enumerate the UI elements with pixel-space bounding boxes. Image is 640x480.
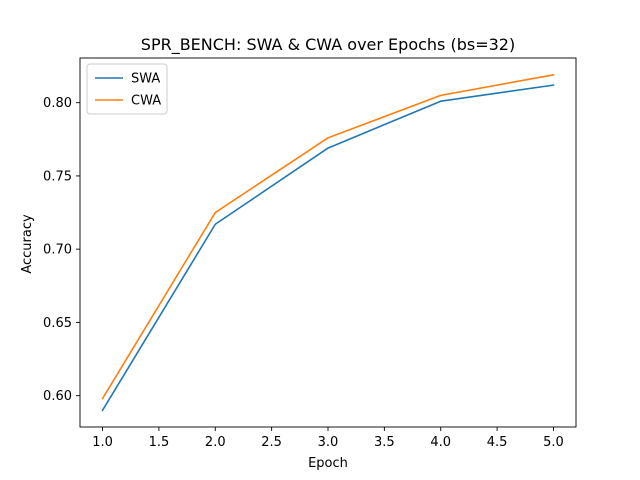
x-tick-label: 3.0: [318, 435, 339, 450]
y-axis-label: Accuracy: [20, 214, 35, 274]
legend-label-swa: SWA: [131, 72, 160, 87]
x-axis-label: Epoch: [308, 456, 348, 471]
y-tick-label: 0.70: [43, 243, 72, 258]
y-tick-label: 0.60: [43, 389, 72, 404]
x-tick-label: 1.0: [92, 435, 113, 450]
y-tick-label: 0.80: [43, 96, 72, 111]
x-tick-label: 4.0: [430, 435, 451, 450]
y-tick-label: 0.65: [43, 316, 72, 331]
chart-title: SPR_BENCH: SWA & CWA over Epochs (bs=32): [141, 35, 515, 55]
x-tick-label: 2.0: [205, 435, 226, 450]
legend: SWA CWA: [86, 63, 168, 115]
legend-label-cwa: CWA: [131, 94, 161, 109]
x-tick-label: 1.5: [149, 435, 170, 450]
x-tick-label: 4.5: [487, 435, 508, 450]
series-line-swa: [101, 84, 555, 412]
x-tick-label: 2.5: [261, 435, 282, 450]
y-tick-label: 0.75: [43, 169, 72, 184]
series-line-cwa: [101, 73, 555, 400]
legend-box: [86, 63, 168, 115]
axis-ticks: 1.0 1.5 2.0 2.5 3.0 3.5 4.0 4.5 5.0 0.60 0.65 0.70 0…: [43, 96, 564, 450]
x-tick-label: 5.0: [543, 435, 564, 450]
x-tick-label: 3.5: [374, 435, 395, 450]
